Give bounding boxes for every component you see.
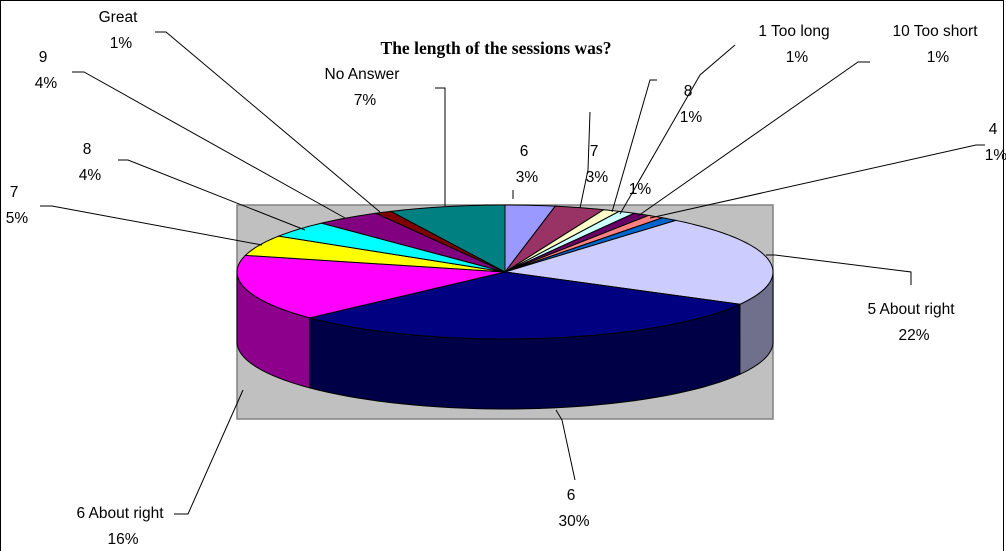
slice-label: Great: [99, 9, 138, 26]
pie-slice: [309, 271, 742, 340]
leader-line: [766, 254, 912, 285]
slice-label: 8: [684, 83, 693, 100]
leader-line: [579, 111, 591, 209]
value-label: 30%: [558, 513, 589, 530]
value-label: 3%: [516, 169, 539, 186]
value-label: 4%: [35, 75, 58, 92]
leader-line: [40, 205, 263, 246]
value-label: 7%: [354, 92, 377, 109]
value-label: 4%: [79, 167, 102, 184]
slice-label: 7: [590, 143, 599, 160]
pie-slice: [276, 222, 506, 273]
leader-line: [649, 144, 985, 219]
slice-label: 6 About right: [76, 505, 164, 522]
pie-slice: [321, 212, 506, 273]
value-label: 22%: [898, 327, 929, 344]
leader-line: [174, 389, 244, 515]
slice-label: 9: [39, 49, 48, 66]
value-label: 1%: [680, 109, 703, 126]
slice-label: 6: [520, 143, 529, 160]
pie-slice: [389, 204, 506, 273]
pie-slice: [244, 235, 506, 273]
value-label: 1%: [985, 147, 1006, 164]
leader-line: [435, 87, 446, 206]
value-label: 1%: [629, 181, 652, 198]
pie-slice: [236, 254, 506, 319]
leader-line: [555, 409, 576, 481]
leader-line: [72, 71, 346, 219]
value-label: 3%: [586, 169, 609, 186]
pie-slice: [504, 219, 774, 305]
slice-label: 5 About right: [867, 301, 955, 318]
slice-label: 1 Too long: [758, 23, 829, 40]
chart-title: The length of the sessions was?: [381, 38, 612, 58]
leader-line: [155, 31, 381, 213]
slice-label: 6: [567, 487, 576, 504]
value-label: 16%: [107, 531, 138, 548]
labels: 6 3% 7 3% 8 1% 1 Too long 1% 1% 10 Too short 1% 4 1%…: [6, 9, 1006, 548]
value-label: 5%: [6, 210, 29, 227]
slice-label: 8: [83, 141, 92, 158]
leader-line: [118, 159, 306, 231]
slice-label: 7: [10, 184, 19, 201]
pie-sides: [236, 271, 774, 410]
leader-line: [619, 44, 736, 215]
value-label: 1%: [927, 49, 950, 66]
leader-line: [611, 79, 657, 213]
slice-label: 4: [989, 121, 998, 138]
value-label: 1%: [110, 35, 133, 52]
value-label: 1%: [786, 49, 809, 66]
pie-tops: [236, 204, 774, 340]
leader-line: [637, 61, 870, 217]
slice-label: 10 Too short: [892, 23, 978, 40]
slice-label: No Answer: [325, 66, 400, 83]
